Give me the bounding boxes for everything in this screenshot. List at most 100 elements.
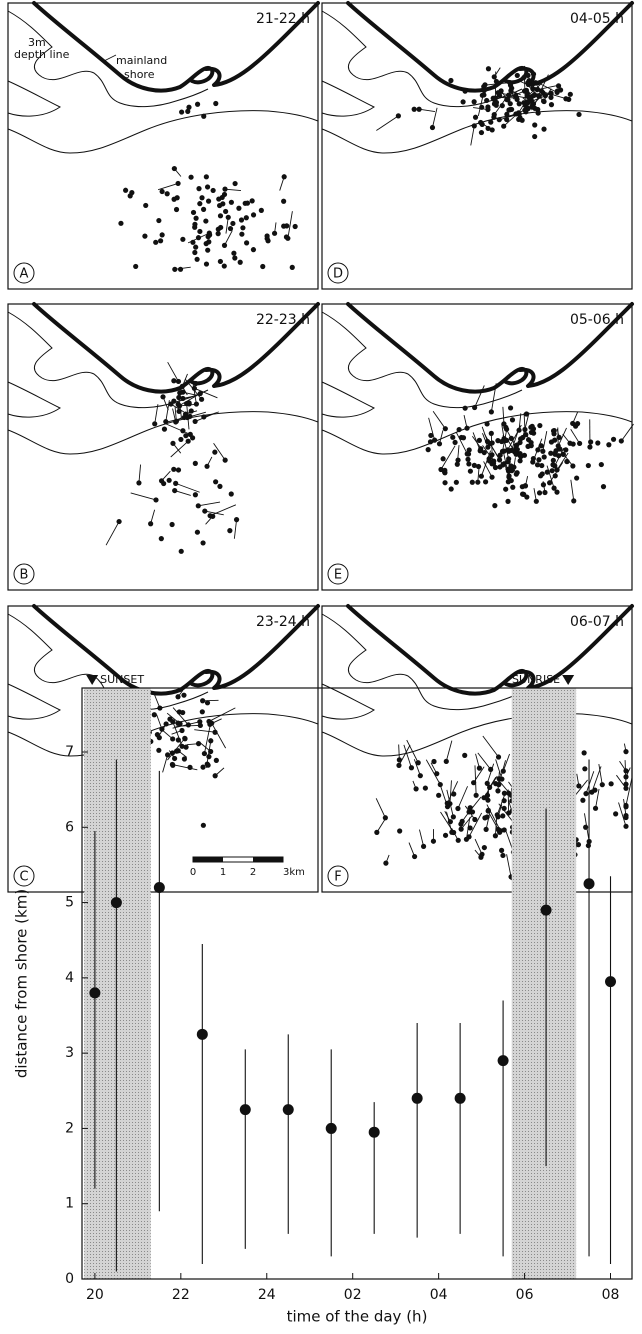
fish-position [180,710,185,715]
fish-position [520,118,525,123]
fish-position [468,805,473,810]
fish-position [489,409,494,414]
map-frame [322,304,632,590]
fish-position [180,384,185,389]
fish-position [492,112,497,117]
fish-position [530,104,535,109]
shaded-period [512,688,576,1279]
fish-position [472,123,477,128]
label-shore: shore [124,68,155,81]
fish-position [482,82,487,87]
panel-time: 21-22 h [256,11,310,27]
fish-position [536,457,541,462]
fish-position [208,749,213,754]
fish-position [542,454,547,459]
period-label: SUNRISE [512,673,560,686]
fish-position [611,437,616,442]
fish-position [541,99,546,104]
point [197,1029,208,1040]
fish-position [501,421,506,426]
map-panel: 05-06 hE [322,304,634,590]
fish-position [472,405,477,410]
x-tick-label: 02 [344,1287,362,1303]
fish-position [461,435,466,440]
fish-position [158,238,163,243]
fish-position [218,213,223,218]
fish-position [484,98,489,103]
fish-position [397,828,402,833]
fish-position [169,522,174,527]
fish-position [176,379,181,384]
fish-position [175,181,180,186]
fish-position [244,215,249,220]
fish-position [485,126,490,131]
y-tick-label: 7 [65,744,74,760]
fish-position [540,471,545,476]
fish-position [239,217,244,222]
fish-position [205,248,210,253]
fish-position [133,264,138,269]
fish-position [588,439,593,444]
track [139,465,141,483]
fish-position [196,186,201,191]
map-panel: 06-07 hF [322,606,632,892]
fish-position [478,120,483,125]
fish-position [190,240,195,245]
fish-position [227,528,232,533]
track [450,780,452,803]
fish-position [142,234,147,239]
fish-position [170,441,175,446]
x-tick-label: 06 [516,1287,534,1303]
y-axis-label: distance from shore (km) [13,889,31,1078]
fish-position [412,107,417,112]
fish-position [508,405,513,410]
fish-position [186,439,191,444]
fish-position [272,231,277,236]
fish-position [462,753,467,758]
fish-position [549,439,554,444]
fish-position [586,463,591,468]
fish-position [509,468,514,473]
fish-position [206,199,211,204]
label-pointer [104,55,116,61]
fish-position [473,115,478,120]
fish-position [206,239,211,244]
fish-position [188,175,193,180]
fish-position [576,783,581,788]
fish-position [491,458,496,463]
fish-position [156,218,161,223]
fish-position [540,449,545,454]
y-tick-label: 1 [65,1196,74,1212]
fish-position [537,490,542,495]
fish-position [417,107,422,112]
depth-lobe [322,382,374,417]
fish-position [455,806,460,811]
fish-position [164,721,169,726]
fish-position [484,827,489,832]
fish-position [504,97,509,102]
fish-position [207,231,212,236]
fish-position [245,201,250,206]
fish-position [234,517,239,522]
point [369,1127,380,1138]
fish-position [593,806,598,811]
fish-position [515,470,520,475]
fish-position [206,763,211,768]
fish-position [170,719,175,724]
fish-position [499,848,504,853]
fish-position [251,247,256,252]
track [212,723,226,748]
fish-position [451,814,456,819]
fish-position [232,255,237,260]
fish-position [167,478,172,483]
fish-position [452,440,457,445]
fish-position [183,433,188,438]
fish-position [449,486,454,491]
fish-position [191,210,196,215]
period-marker [86,675,98,685]
scale-label: 1 [220,867,226,878]
fish-position [515,73,520,78]
fish-position [455,458,460,463]
track [497,796,504,815]
